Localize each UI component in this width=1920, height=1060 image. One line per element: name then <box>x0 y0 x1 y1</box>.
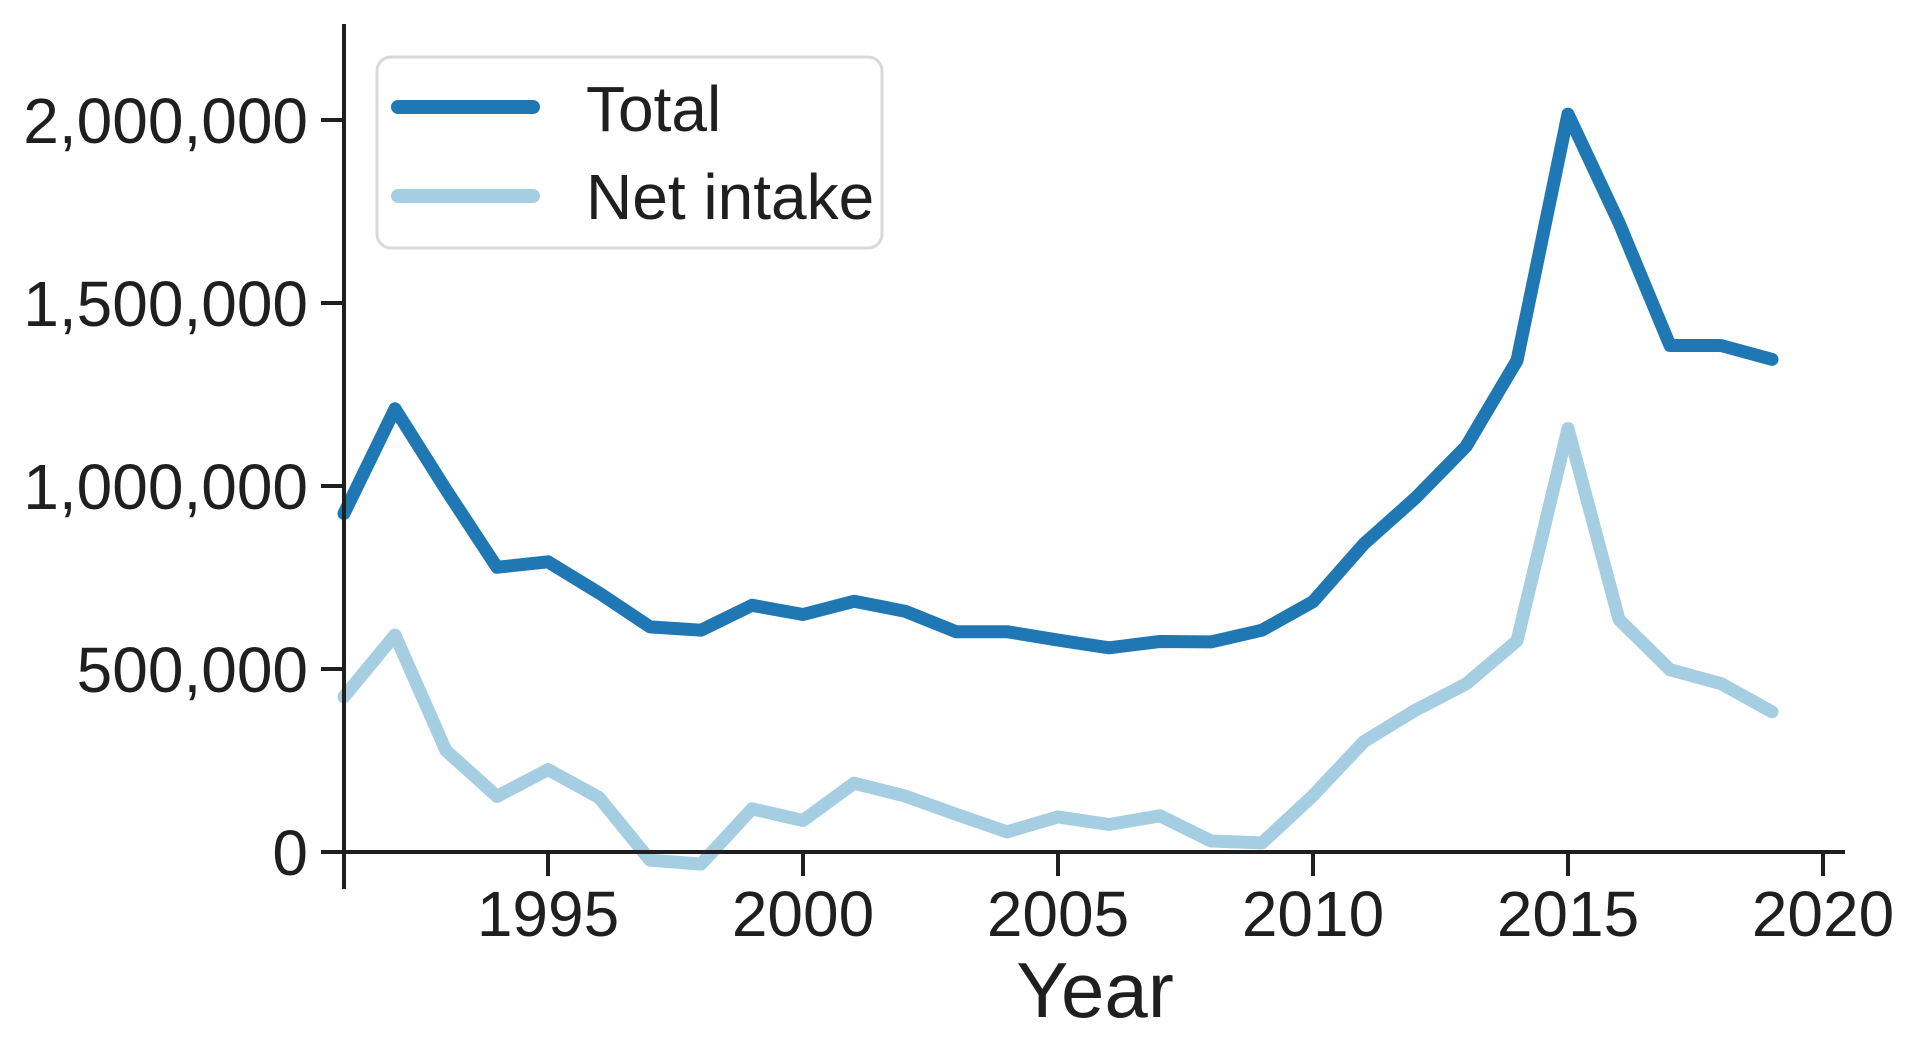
x-tick-label: 2005 <box>987 878 1129 950</box>
y-tick-label: 0 <box>272 817 308 889</box>
x-tick-label: 2000 <box>732 878 874 950</box>
legend-label-total: Total <box>586 73 721 145</box>
x-tick-label: 1995 <box>477 878 619 950</box>
series-line-total <box>337 107 1779 655</box>
x-tick-label: 2020 <box>1752 878 1894 950</box>
y-tick-label: 1,500,000 <box>23 268 308 340</box>
legend-label-net-intake: Net intake <box>586 161 874 233</box>
legend: Total Net intake <box>375 55 884 250</box>
series-layer <box>337 107 1779 871</box>
x-tick-label: 2010 <box>1242 878 1384 950</box>
axes-layer: 0 500,000 1,000,000 1,500,000 2,000,000 1995 2… <box>23 24 1894 950</box>
y-tick-label: 2,000,000 <box>23 85 308 157</box>
x-tick-label: 2015 <box>1497 878 1639 950</box>
x-axis-title: Year <box>1016 946 1174 1034</box>
y-tick-label: 1,000,000 <box>23 451 308 523</box>
series-line-net-intake <box>337 422 1779 871</box>
y-tick-label: 500,000 <box>77 634 308 706</box>
